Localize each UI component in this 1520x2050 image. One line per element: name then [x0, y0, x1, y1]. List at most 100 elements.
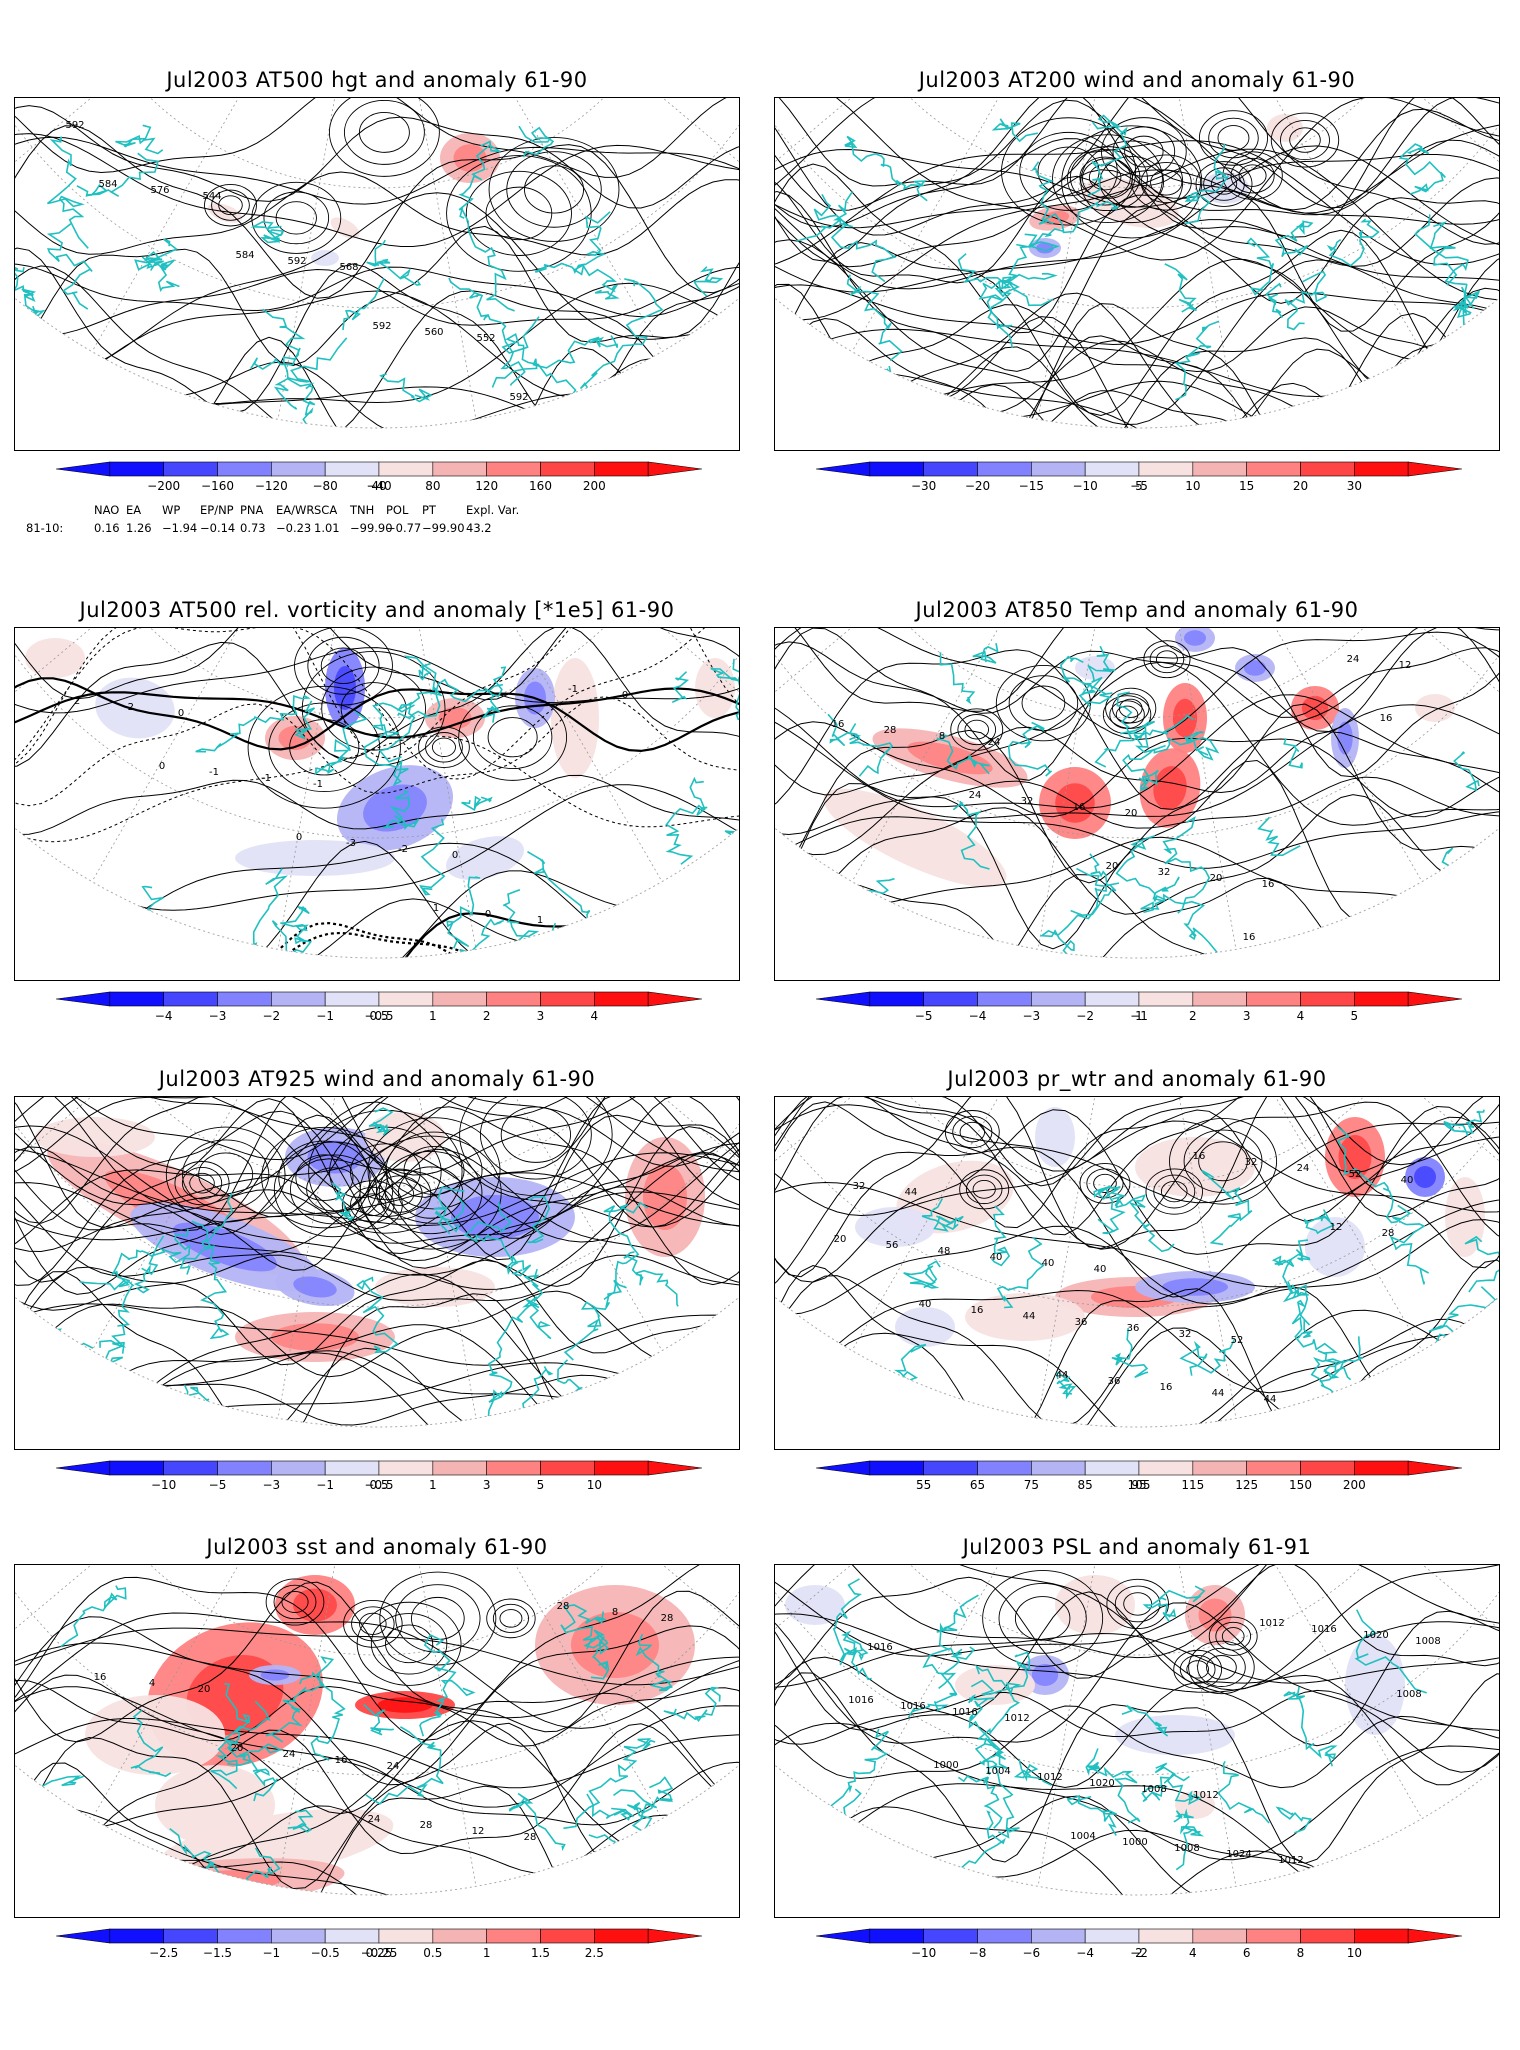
colorbar-tick-label: −8	[969, 1946, 987, 1960]
colorbar-swatch	[110, 462, 164, 476]
contour-label: 0	[452, 850, 458, 861]
colorbar-swatch	[1354, 992, 1408, 1006]
coastline	[1454, 752, 1479, 790]
contour-label: 8	[939, 731, 945, 742]
colorbar	[816, 991, 1462, 1007]
colorbar-tick-label: 1	[429, 1009, 437, 1023]
coastline	[1154, 877, 1219, 954]
colorbar-tick-label: −3	[262, 1478, 280, 1492]
contour-label: 24	[387, 1761, 400, 1772]
contour-label: 576	[561, 398, 580, 409]
coastline	[845, 137, 928, 201]
coastline	[1435, 1348, 1470, 1369]
contour-label: 1016	[1311, 1624, 1336, 1635]
colorbar-swatch	[487, 1461, 541, 1475]
meridian-line	[775, 628, 1137, 754]
coastline	[672, 672, 687, 703]
colorbar-swatch	[164, 992, 218, 1006]
contour-label: 36	[1108, 1376, 1121, 1387]
contour-label: 16	[1262, 879, 1275, 890]
colorbar-swatch	[1247, 992, 1301, 1006]
streamline	[775, 319, 1499, 451]
contour-label: 16	[94, 1672, 107, 1683]
contour-line	[15, 98, 739, 177]
colorbar-tick-label: 8	[1297, 1946, 1305, 1960]
colorbar-swatch	[594, 462, 648, 476]
contour-label: 1008	[1174, 1843, 1199, 1854]
streamline	[15, 1363, 739, 1411]
colorbar-tick-label: −6	[1022, 1946, 1040, 1960]
colorbar-swatch	[1085, 992, 1139, 1006]
coastline	[94, 1341, 145, 1421]
closed-contour	[1119, 699, 1142, 717]
colorbar-swatch	[110, 992, 164, 1006]
map-svg: 4052364440323632403644404836445256441624…	[775, 1097, 1499, 1449]
contour-label: 44	[1212, 1388, 1225, 1399]
contour-label: 1012	[1278, 1855, 1303, 1866]
colorbar-tick-label: 1	[1135, 1009, 1143, 1023]
tele-value: −0.77	[386, 521, 421, 535]
contour-label: 20	[1125, 808, 1138, 819]
coastline	[544, 1835, 624, 1917]
anomaly-region	[365, 1112, 445, 1162]
colorbar-swatch	[1247, 1929, 1301, 1943]
panel-title: Jul2003 pr_wtr and anomaly 61-90	[774, 1062, 1500, 1096]
anomaly-region	[235, 840, 395, 876]
tele-header: EA/WR	[276, 503, 314, 517]
contour-label: 16	[971, 1305, 984, 1316]
colorbar-tick-label: 0.5	[423, 1946, 442, 1960]
coastline	[583, 265, 617, 299]
contour-label: 16	[1160, 1382, 1173, 1393]
contour-label: 36	[1127, 1323, 1140, 1334]
anomaly-region	[895, 1307, 955, 1347]
coastline	[23, 867, 53, 950]
colorbar-tick-label: 105	[1128, 1478, 1151, 1492]
colorbar-swatch	[924, 462, 978, 476]
coastline	[1248, 239, 1274, 295]
closed-contour	[500, 1610, 522, 1628]
colorbar-swatch	[379, 462, 433, 476]
contour-label: 568	[339, 262, 358, 273]
colorbar-swatch	[218, 992, 272, 1006]
coastline	[253, 222, 283, 243]
colorbar-swatch	[1085, 462, 1139, 476]
contour-line	[15, 914, 739, 980]
colorbar-swatch	[218, 1929, 272, 1943]
contour-label: 20	[231, 1743, 244, 1754]
contour-label: 24	[969, 790, 982, 801]
contour-label: 16	[1243, 932, 1256, 943]
contour-line	[15, 137, 739, 204]
closed-contour	[1144, 641, 1190, 678]
closed-contour	[411, 1597, 464, 1639]
coastline	[1116, 1196, 1175, 1252]
closed-contour	[488, 718, 537, 757]
coastline	[15, 1329, 60, 1401]
anomaly-core	[1244, 660, 1266, 675]
anomaly-region	[311, 250, 339, 266]
anomaly-core	[1199, 1599, 1232, 1632]
contour-line	[15, 387, 739, 450]
colorbar-swatch	[1301, 1929, 1355, 1943]
colorbar-swatch	[325, 1929, 379, 1943]
colorbar-tick-label: −1.5	[203, 1946, 232, 1960]
contour-line	[15, 106, 739, 208]
contour-label: 40	[919, 1299, 932, 1310]
tele-value: 0.16	[94, 521, 120, 535]
contour-label: -1	[313, 779, 323, 790]
colorbar-swatch	[978, 462, 1032, 476]
streamline	[775, 288, 1499, 450]
colorbar-arrow-right	[1408, 462, 1462, 476]
colorbar	[56, 461, 702, 477]
tele-header: Expl. Var.	[466, 503, 519, 517]
